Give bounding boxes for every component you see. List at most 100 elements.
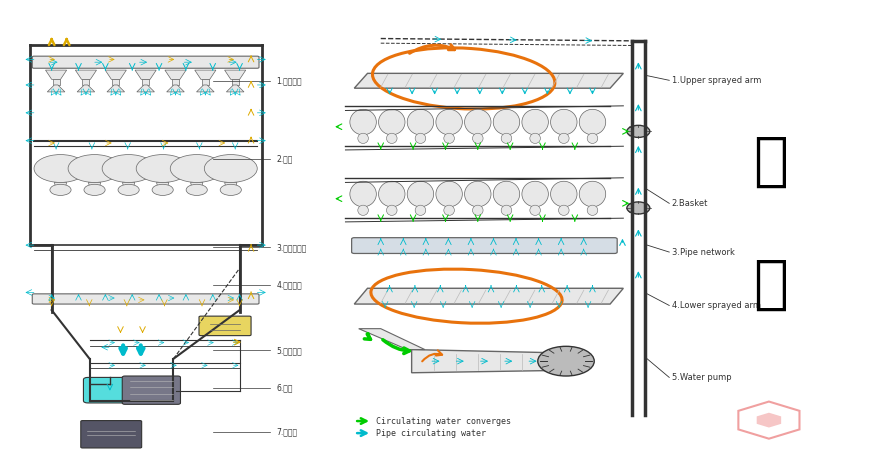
Polygon shape: [45, 70, 66, 79]
Circle shape: [152, 184, 173, 195]
Polygon shape: [75, 70, 96, 79]
Ellipse shape: [501, 133, 512, 143]
Circle shape: [34, 155, 87, 183]
Polygon shape: [412, 350, 558, 373]
Polygon shape: [52, 79, 59, 85]
Polygon shape: [137, 85, 155, 92]
Polygon shape: [172, 79, 179, 85]
Text: 理: 理: [753, 256, 789, 313]
Ellipse shape: [522, 109, 549, 135]
Text: 6.水泵: 6.水泵: [277, 383, 293, 392]
Polygon shape: [107, 85, 125, 92]
Ellipse shape: [436, 181, 462, 207]
Ellipse shape: [387, 133, 397, 143]
Polygon shape: [142, 79, 150, 85]
Polygon shape: [757, 413, 781, 428]
Ellipse shape: [530, 205, 541, 215]
Ellipse shape: [350, 109, 376, 135]
Text: 2.Basket: 2.Basket: [672, 199, 708, 208]
Polygon shape: [225, 183, 237, 189]
Circle shape: [84, 184, 105, 195]
Text: 5.干燥风机: 5.干燥风机: [277, 346, 303, 355]
Text: 2.喘杆: 2.喘杆: [277, 155, 293, 164]
Polygon shape: [112, 79, 119, 85]
Circle shape: [102, 155, 155, 183]
Polygon shape: [122, 183, 135, 189]
Ellipse shape: [379, 181, 405, 207]
FancyBboxPatch shape: [32, 294, 259, 304]
Polygon shape: [54, 183, 66, 189]
Text: 3.支架和护笼: 3.支架和护笼: [277, 243, 307, 252]
Polygon shape: [232, 79, 239, 85]
Ellipse shape: [558, 205, 569, 215]
FancyBboxPatch shape: [351, 238, 617, 254]
Ellipse shape: [550, 109, 577, 135]
Polygon shape: [157, 183, 169, 189]
Text: Circulating water converges: Circulating water converges: [376, 417, 512, 425]
Ellipse shape: [580, 181, 605, 207]
Ellipse shape: [587, 205, 597, 215]
Ellipse shape: [465, 109, 491, 135]
Polygon shape: [190, 183, 203, 189]
Ellipse shape: [387, 205, 397, 215]
Circle shape: [186, 184, 207, 195]
Text: 3.Pipe network: 3.Pipe network: [672, 248, 735, 256]
Polygon shape: [358, 329, 425, 350]
Circle shape: [627, 125, 650, 137]
Ellipse shape: [350, 181, 376, 207]
Ellipse shape: [473, 205, 483, 215]
FancyBboxPatch shape: [32, 56, 259, 68]
Polygon shape: [77, 85, 95, 92]
FancyBboxPatch shape: [199, 316, 251, 336]
Polygon shape: [135, 70, 157, 79]
FancyBboxPatch shape: [81, 421, 142, 448]
Polygon shape: [354, 288, 623, 304]
Circle shape: [118, 184, 139, 195]
Text: 1.Upper sprayed arm: 1.Upper sprayed arm: [672, 76, 761, 85]
Ellipse shape: [580, 109, 605, 135]
Text: 1.上喘淡管: 1.上喘淡管: [277, 77, 303, 86]
Ellipse shape: [522, 181, 549, 207]
Circle shape: [68, 155, 121, 183]
Ellipse shape: [465, 181, 491, 207]
Ellipse shape: [587, 133, 597, 143]
Ellipse shape: [407, 109, 434, 135]
Ellipse shape: [415, 205, 426, 215]
Text: 4.Lower sprayed arm: 4.Lower sprayed arm: [672, 301, 761, 310]
Ellipse shape: [407, 181, 434, 207]
Ellipse shape: [436, 109, 462, 135]
Polygon shape: [47, 85, 65, 92]
Ellipse shape: [473, 133, 483, 143]
Circle shape: [204, 155, 258, 183]
Circle shape: [50, 184, 71, 195]
Text: 原: 原: [753, 133, 789, 190]
Text: 7.变频器: 7.变频器: [277, 428, 297, 437]
Circle shape: [136, 155, 189, 183]
Polygon shape: [202, 79, 209, 85]
Polygon shape: [225, 70, 246, 79]
Polygon shape: [227, 85, 244, 92]
Ellipse shape: [379, 109, 405, 135]
Ellipse shape: [493, 181, 519, 207]
Ellipse shape: [550, 181, 577, 207]
Ellipse shape: [358, 205, 368, 215]
Polygon shape: [196, 85, 214, 92]
Ellipse shape: [501, 205, 512, 215]
Text: 5.Water pump: 5.Water pump: [672, 373, 732, 382]
Ellipse shape: [358, 133, 368, 143]
FancyBboxPatch shape: [122, 376, 181, 404]
Ellipse shape: [530, 133, 541, 143]
Ellipse shape: [443, 205, 454, 215]
Polygon shape: [88, 183, 101, 189]
Polygon shape: [166, 85, 184, 92]
Polygon shape: [105, 70, 127, 79]
Text: 4.下喘淡管: 4.下喘淡管: [277, 280, 303, 289]
FancyBboxPatch shape: [83, 377, 136, 403]
Polygon shape: [195, 70, 216, 79]
Polygon shape: [165, 70, 186, 79]
Circle shape: [170, 155, 223, 183]
Ellipse shape: [493, 109, 519, 135]
Polygon shape: [354, 73, 623, 88]
Circle shape: [538, 347, 594, 376]
Circle shape: [220, 184, 242, 195]
